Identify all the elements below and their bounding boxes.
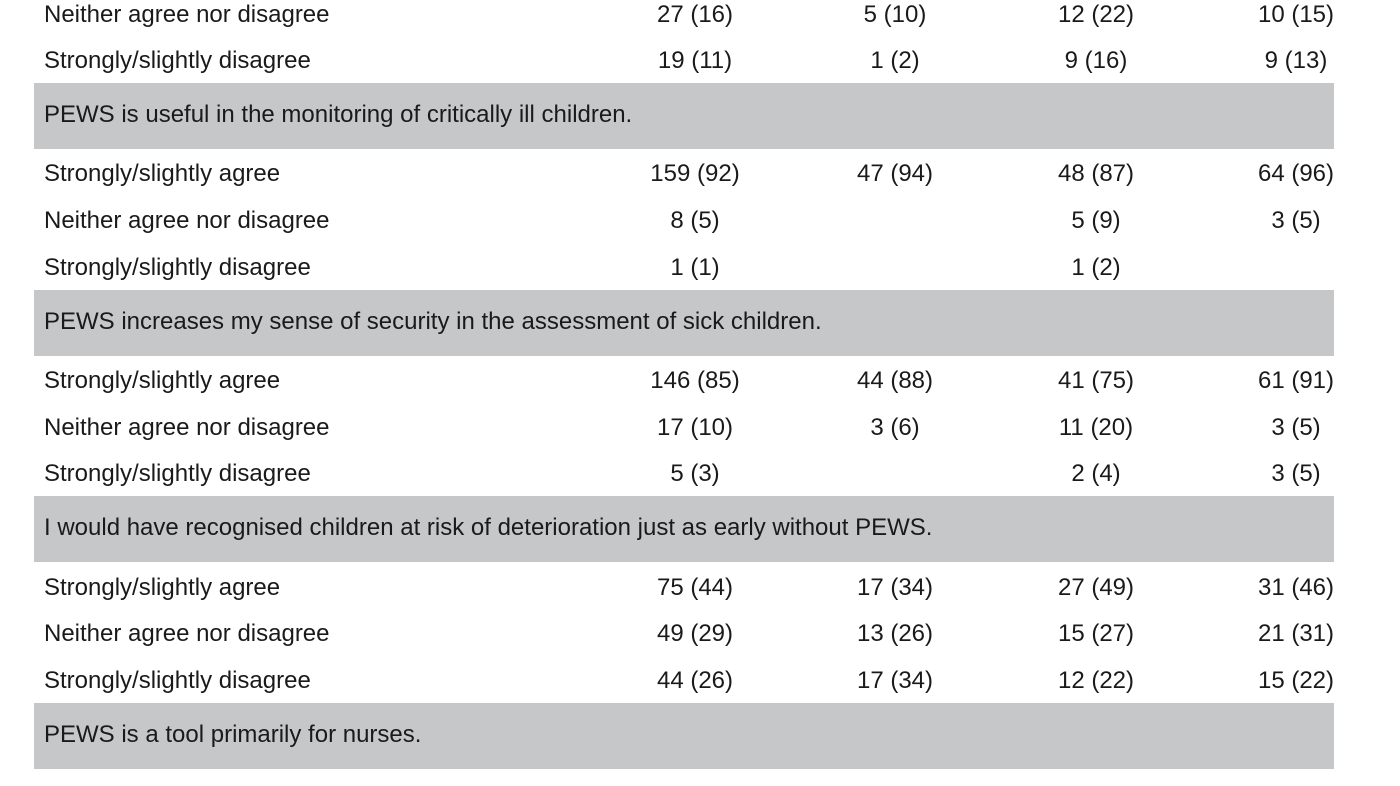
- table-row: Neither agree nor disagree 8 (5) 5 (9) 3…: [34, 206, 1334, 252]
- statement-header: PEWS increases my sense of security in t…: [34, 290, 1334, 356]
- statement-header: PEWS is useful in the monitoring of crit…: [34, 83, 1334, 149]
- value-cell: 41 (75): [1057, 367, 1135, 394]
- value-cell: 47 (94): [856, 160, 934, 187]
- table-row: Strongly/slightly agree 159 (92) 47 (94)…: [34, 159, 1334, 205]
- value-cell: 1 (2): [1071, 254, 1121, 281]
- value-cell: 75 (44): [656, 574, 734, 601]
- value-cell: 3 (5): [1271, 460, 1321, 487]
- statement-text: I would have recognised children at risk…: [44, 514, 933, 541]
- table-row: Strongly/slightly disagree 44 (26) 17 (3…: [34, 666, 1334, 712]
- value-cell: 17 (10): [656, 414, 734, 441]
- value-cell: 12 (22): [1057, 667, 1135, 694]
- table-row: Neither agree nor disagree 17 (10) 3 (6)…: [34, 413, 1334, 459]
- statement-text: PEWS increases my sense of security in t…: [44, 308, 822, 335]
- statement-text: PEWS is useful in the monitoring of crit…: [44, 101, 633, 128]
- value-cell: 159 (92): [650, 160, 740, 187]
- value-cell: 17 (34): [856, 667, 934, 694]
- value-cell: 15 (27): [1057, 620, 1135, 647]
- value-cell: 31 (46): [1257, 574, 1335, 601]
- value-cell: 13 (26): [856, 620, 934, 647]
- value-cell: 3 (5): [1271, 414, 1321, 441]
- response-label: Neither agree nor disagree: [44, 414, 330, 441]
- statement-text: PEWS is a tool primarily for nurses.: [44, 721, 422, 748]
- value-cell: 10 (15): [1257, 1, 1335, 28]
- table-row: Strongly/slightly disagree 5 (3) 2 (4) 3…: [34, 459, 1334, 505]
- value-cell: 3 (6): [870, 414, 920, 441]
- table-row: Neither agree nor disagree 27 (16) 5 (10…: [34, 0, 1334, 46]
- response-label: Neither agree nor disagree: [44, 1, 330, 28]
- value-cell: 3 (5): [1271, 207, 1321, 234]
- response-label: Strongly/slightly agree: [44, 367, 281, 394]
- value-cell: 15 (22): [1257, 667, 1335, 694]
- response-label: Strongly/slightly disagree: [44, 667, 311, 694]
- value-cell: 9 (16): [1064, 47, 1128, 74]
- value-cell: 5 (9): [1071, 207, 1121, 234]
- table-row: Strongly/slightly agree 146 (85) 44 (88)…: [34, 366, 1334, 412]
- response-label: Strongly/slightly disagree: [44, 254, 311, 281]
- value-cell: 2 (4): [1071, 460, 1121, 487]
- value-cell: 19 (11): [657, 47, 733, 74]
- table-row: Strongly/slightly disagree 1 (1) 1 (2): [34, 253, 1334, 299]
- value-cell: 12 (22): [1057, 1, 1135, 28]
- statement-header: PEWS is a tool primarily for nurses.: [34, 703, 1334, 769]
- value-cell: 146 (85): [650, 367, 740, 394]
- value-cell: 9 (13): [1264, 47, 1328, 74]
- value-cell: 27 (49): [1057, 574, 1135, 601]
- table-row: Neither agree nor disagree 49 (29) 13 (2…: [34, 619, 1334, 665]
- table-row: Strongly/slightly agree 75 (44) 17 (34) …: [34, 573, 1334, 619]
- response-label: Strongly/slightly disagree: [44, 47, 311, 74]
- value-cell: 1 (2): [870, 47, 920, 74]
- value-cell: 61 (91): [1257, 367, 1335, 394]
- value-cell: 44 (88): [856, 367, 934, 394]
- response-label: Neither agree nor disagree: [44, 207, 330, 234]
- value-cell: 48 (87): [1057, 160, 1135, 187]
- response-label: Strongly/slightly agree: [44, 160, 281, 187]
- value-cell: 64 (96): [1257, 160, 1335, 187]
- value-cell: 5 (3): [670, 460, 720, 487]
- statement-header: I would have recognised children at risk…: [34, 496, 1334, 562]
- value-cell: 44 (26): [656, 667, 734, 694]
- table-row: Strongly/slightly disagree 19 (11) 1 (2)…: [34, 46, 1334, 92]
- response-label: Strongly/slightly agree: [44, 574, 281, 601]
- value-cell: 8 (5): [670, 207, 720, 234]
- value-cell: 49 (29): [656, 620, 734, 647]
- value-cell: 11 (20): [1058, 414, 1134, 441]
- value-cell: 21 (31): [1257, 620, 1335, 647]
- value-cell: 27 (16): [656, 1, 734, 28]
- value-cell: 1 (1): [670, 254, 720, 281]
- value-cell: 17 (34): [856, 574, 934, 601]
- value-cell: 5 (10): [863, 1, 927, 28]
- response-label: Neither agree nor disagree: [44, 620, 330, 647]
- response-label: Strongly/slightly disagree: [44, 460, 311, 487]
